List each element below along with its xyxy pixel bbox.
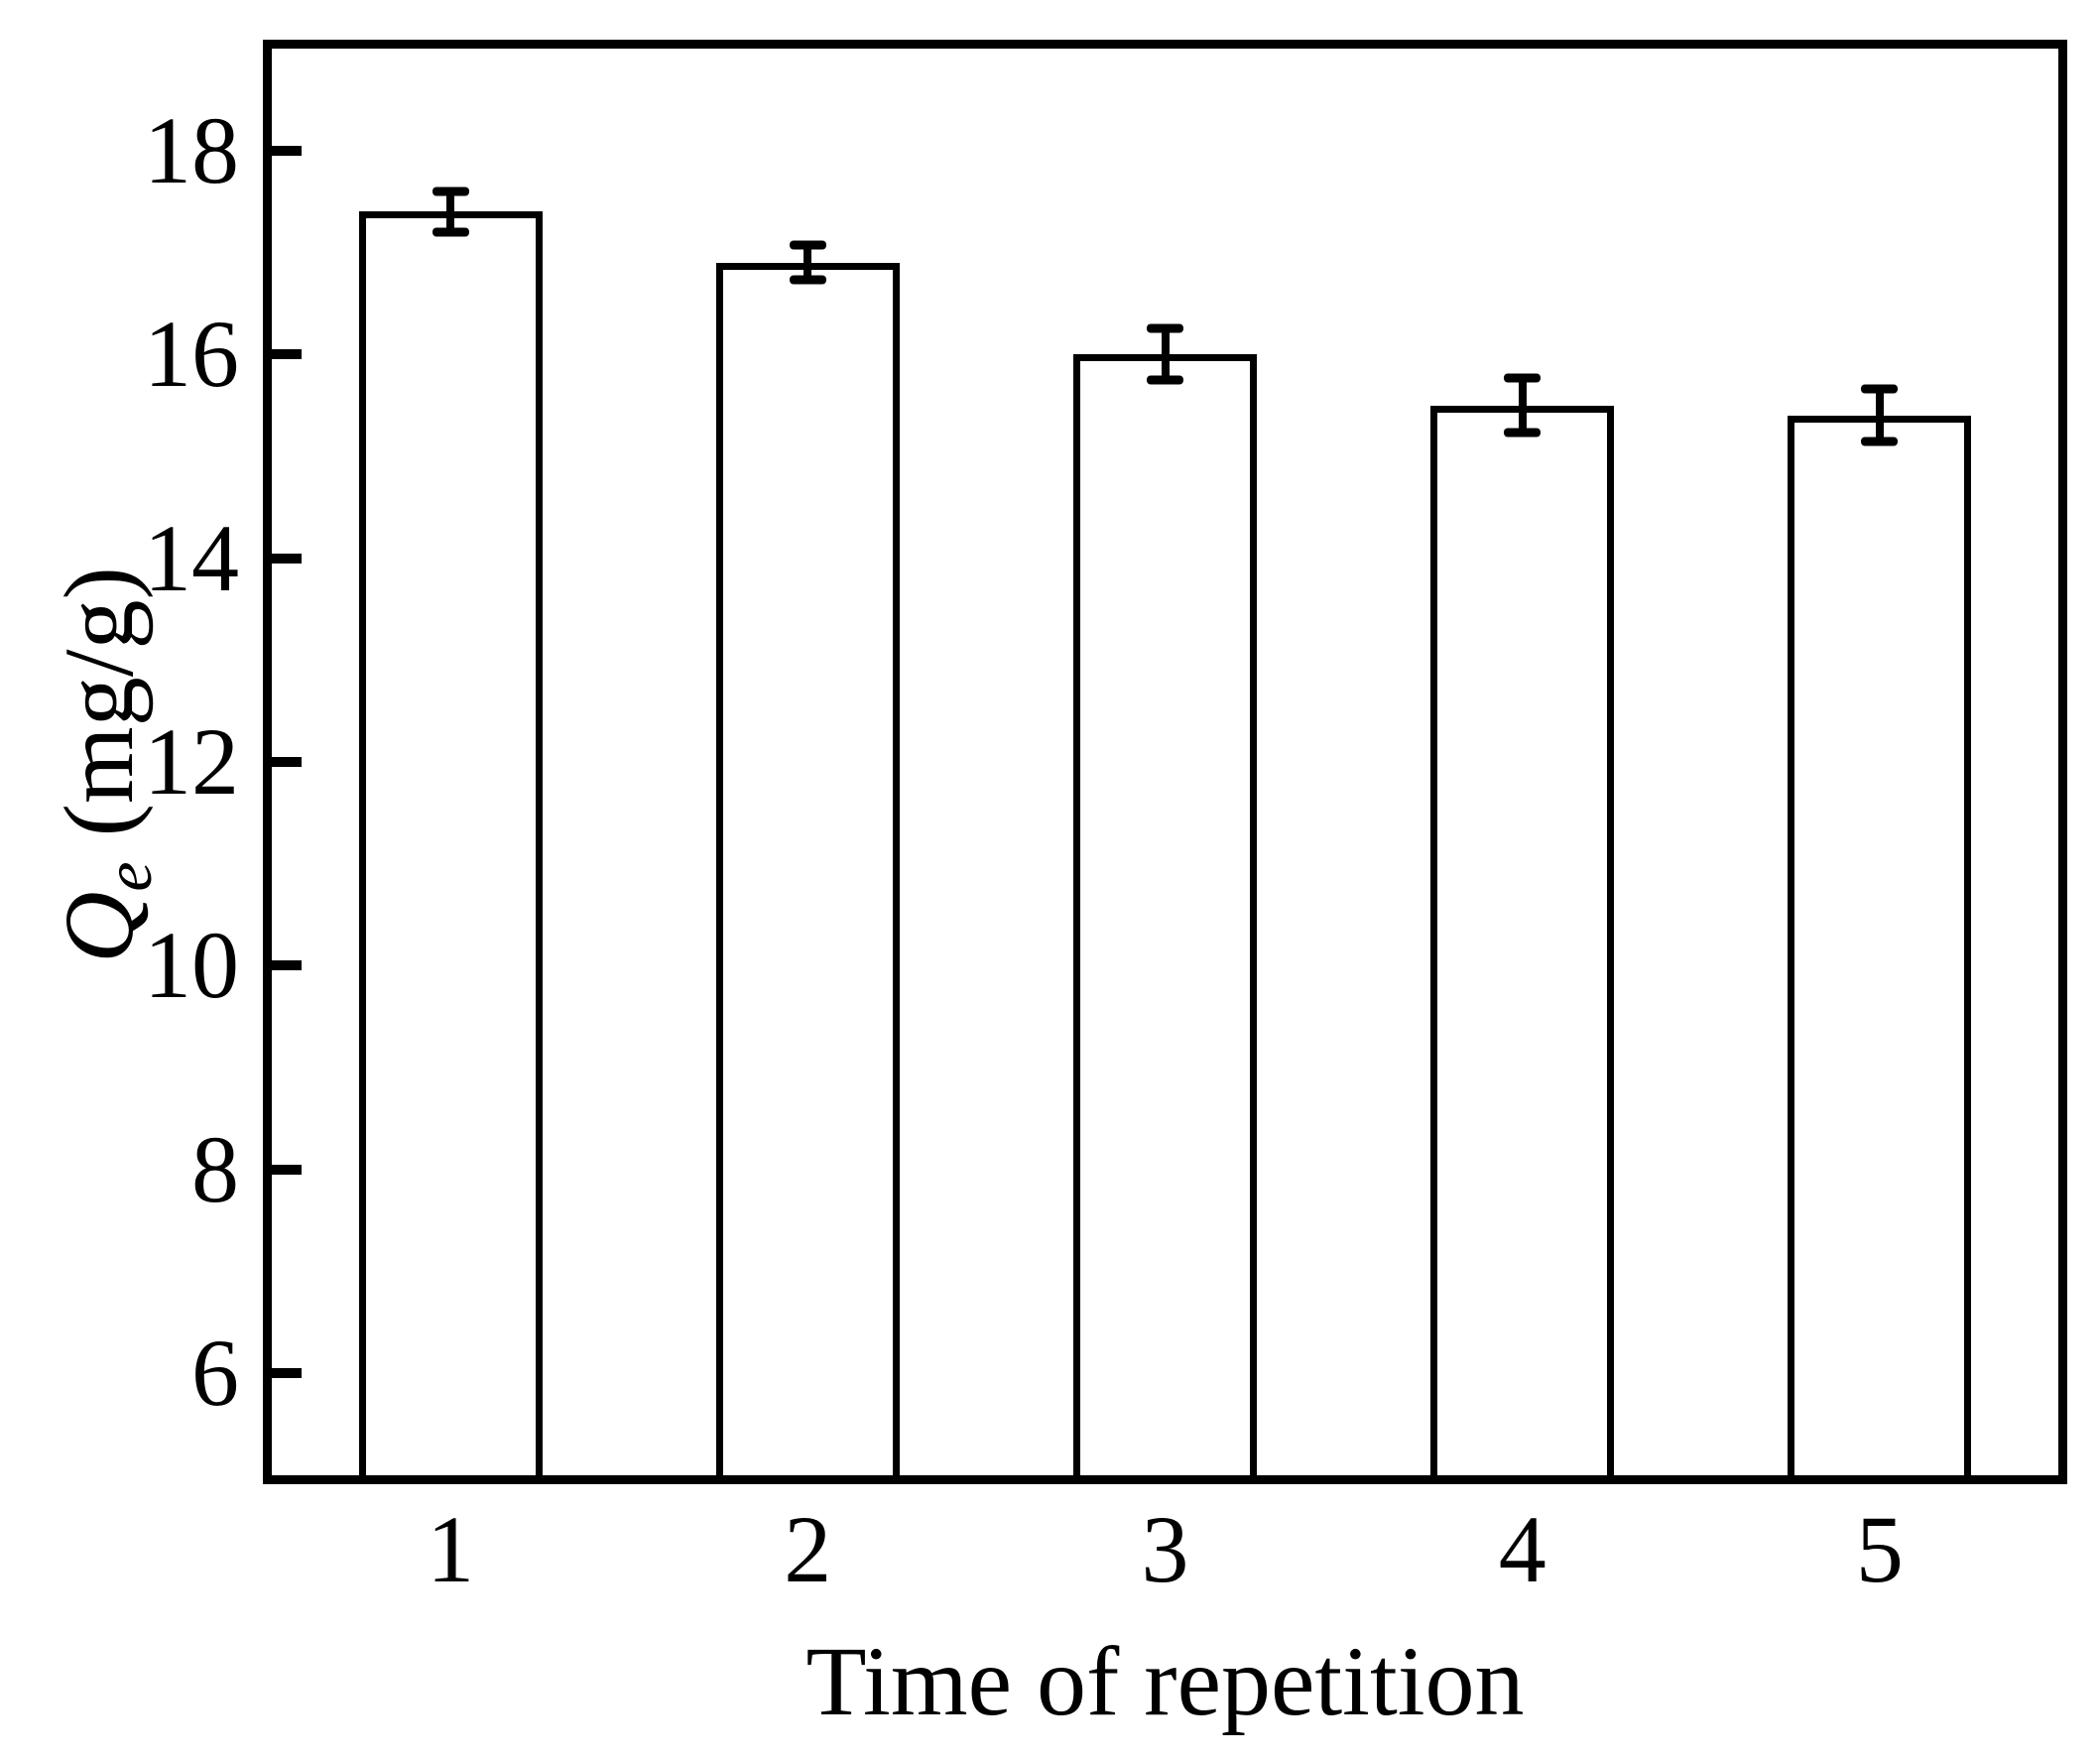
y-tick [272, 349, 302, 360]
plot-area [263, 40, 2067, 1484]
error-cap [1504, 373, 1542, 383]
y-tick [272, 1368, 302, 1379]
bar [1073, 354, 1257, 1475]
bar [1430, 405, 1615, 1475]
error-cap [432, 227, 469, 237]
bar [715, 262, 900, 1475]
x-tick-label: 5 [1855, 1496, 1904, 1602]
bar [1788, 415, 1972, 1475]
y-axis-subscript: e [90, 861, 167, 892]
x-tick-label: 1 [427, 1496, 475, 1602]
error-cap [789, 275, 826, 285]
y-tick-label: 6 [191, 1320, 239, 1427]
error-line [446, 190, 455, 232]
y-axis-unit: (mg/g) [44, 566, 154, 837]
error-line [1875, 389, 1884, 442]
y-tick [272, 960, 302, 971]
x-axis-title: Time of repetition [805, 1626, 1525, 1736]
x-tick-label: 3 [1141, 1496, 1189, 1602]
error-cap [1861, 384, 1899, 394]
y-tick [272, 1164, 302, 1175]
y-tick [272, 553, 302, 564]
bar [358, 211, 543, 1475]
error-cap [789, 240, 826, 250]
y-tick-label: 8 [191, 1115, 239, 1222]
y-tick-label: 18 [144, 96, 239, 203]
error-cap [432, 187, 469, 196]
y-tick-label: 16 [144, 301, 239, 408]
y-tick [272, 145, 302, 156]
error-line [1161, 328, 1170, 380]
error-cap [1147, 323, 1183, 333]
x-tick-label: 2 [784, 1496, 832, 1602]
error-cap [1504, 428, 1542, 438]
x-tick-label: 4 [1498, 1496, 1546, 1602]
error-line [803, 245, 812, 281]
x-tick-labels: 1 2 3 4 5 [272, 1496, 2058, 1609]
y-axis-title: Qe (mg/g) [44, 566, 166, 963]
error-line [1518, 377, 1527, 434]
y-tick-label: 14 [144, 504, 239, 611]
y-tick [272, 757, 302, 767]
error-cap [1147, 375, 1183, 385]
y-axis-symbol: Q [44, 891, 154, 963]
y-tick-label: 12 [144, 708, 239, 815]
error-cap [1861, 437, 1899, 446]
y-tick-labels: 6 8 10 12 14 16 18 [0, 49, 251, 1475]
y-tick-label: 10 [144, 912, 239, 1019]
